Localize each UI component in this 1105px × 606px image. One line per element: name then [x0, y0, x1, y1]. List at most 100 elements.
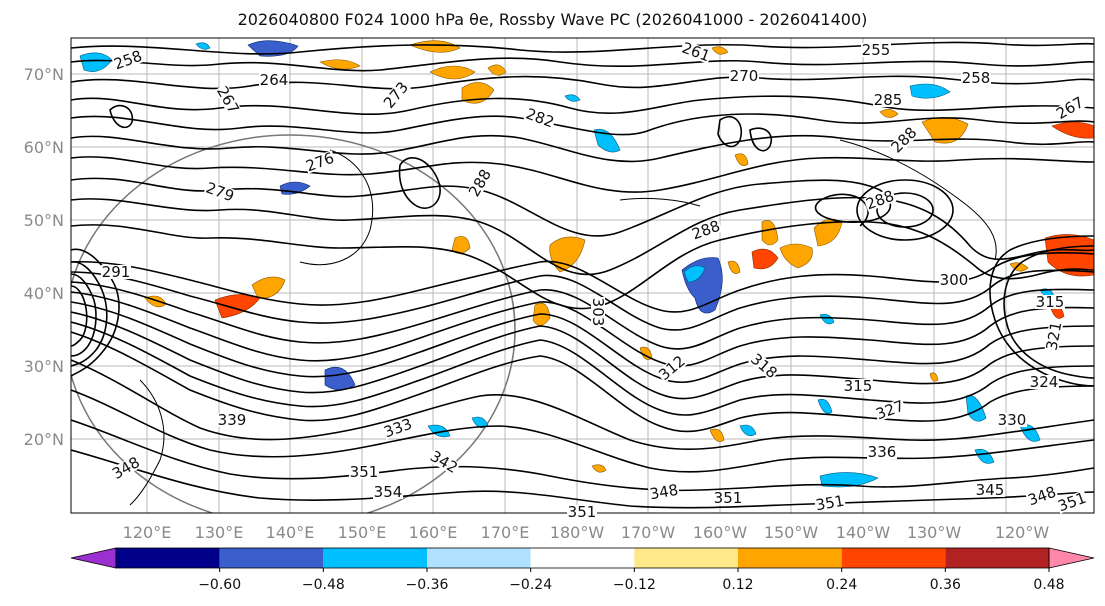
lon-label: 160°W [693, 523, 748, 542]
contour-label-bg [427, 448, 461, 476]
contour-label: 258 [962, 69, 991, 87]
colorbar-segment [738, 548, 842, 568]
lon-label: 150°W [764, 523, 819, 542]
lat-label: 40°N [24, 284, 64, 303]
contour-label-bg [689, 218, 723, 242]
colorbar-segment [219, 548, 324, 568]
lon-label: 180°W [550, 523, 605, 542]
lat-label: 50°N [24, 211, 64, 230]
contour-label: 351 [568, 503, 597, 521]
contour-label: 324 [1030, 373, 1059, 391]
contour-label-bg [656, 352, 688, 384]
negative-anomaly-patches [79, 40, 1055, 488]
contour-label-bg [523, 106, 557, 130]
contour-label-bg [109, 454, 143, 482]
latitude-labels: 70°N 60°N 50°N 40°N 30°N 20°N [24, 65, 64, 449]
contour-label: 351 [814, 492, 845, 515]
contour-label-bg [888, 124, 920, 156]
colorbar-tick-label: 0.36 [930, 577, 961, 593]
lat-label: 20°N [24, 430, 64, 449]
contour-label-bg [217, 413, 247, 427]
contour-label-bg [997, 413, 1027, 427]
contour-label-bg [567, 505, 597, 519]
colorbar-frame [115, 547, 1050, 569]
colorbar-tick-label: −0.12 [613, 577, 656, 593]
colorbar-segment [530, 548, 635, 568]
lon-label: 140°E [266, 523, 315, 542]
contour-label: 285 [874, 91, 903, 109]
contour-label: 315 [1036, 293, 1065, 311]
contour-label-bg [1055, 490, 1089, 514]
colorbar-tick-label: −0.60 [198, 577, 241, 593]
contour-label: 351 [350, 463, 379, 481]
contour-label: 291 [102, 263, 131, 281]
colorbar-tick-label: 0.24 [826, 577, 857, 593]
colorbar-segment [841, 548, 946, 568]
contour-label-bg [1025, 484, 1059, 508]
contour-label-bg [843, 379, 873, 393]
lon-label: 170°E [481, 523, 530, 542]
contour-label-bg [1035, 295, 1065, 309]
contour-label: 336 [868, 443, 897, 461]
colorbar-extend-low [70, 547, 117, 569]
contour-label: 321 [1043, 320, 1066, 351]
contour-label-bg [1053, 94, 1087, 122]
chart-title: 2026040800 F024 1000 hPa θe, Rossby Wave… [237, 10, 868, 29]
contour-label: 354 [374, 483, 403, 501]
contour-label: 303 [589, 298, 607, 327]
contour-label-bg [939, 273, 969, 287]
contour-label-bg [111, 48, 145, 72]
contour-label: 348 [648, 481, 679, 504]
positive-anomaly-patches [144, 40, 1094, 473]
contour-label-bg [380, 79, 412, 111]
contour-label-bg [814, 493, 846, 513]
contour-label-bg [975, 483, 1005, 497]
lon-label: 150°E [338, 523, 387, 542]
contour-label-bg [648, 482, 680, 502]
longitude-labels: 120°E 130°E 140°E 150°E 160°E 170°E 180°… [123, 523, 1050, 542]
lon-label: 130°E [195, 523, 244, 542]
contour-label-bg [873, 93, 903, 107]
contour-label-bg [873, 398, 907, 422]
colorbar-tick-label: 0.12 [722, 577, 753, 593]
colorbar-segment [116, 548, 220, 568]
lon-label: 120°W [995, 523, 1050, 542]
colorbar-segment [634, 548, 738, 568]
map-area [71, 38, 1094, 513]
lon-label: 160°E [409, 523, 458, 542]
contour-label-bg [101, 265, 131, 279]
lon-label: 140°W [836, 523, 891, 542]
contour-label: 270 [730, 67, 759, 85]
contour-label: 351 [714, 489, 743, 507]
colorbar-tick-label: −0.24 [509, 577, 552, 593]
contour-label-bg [863, 188, 897, 212]
contour-label-bg [713, 491, 743, 505]
contour-label: 330 [998, 411, 1027, 429]
contour-label-bg [679, 40, 713, 64]
contour-label-bg [203, 180, 237, 204]
contour-label-bg [214, 83, 242, 117]
contour-label-bg [729, 69, 759, 83]
colorbar-segment [945, 548, 1049, 568]
lon-label: 130°W [907, 523, 962, 542]
lon-label: 170°W [621, 523, 676, 542]
contour-label: 255 [862, 41, 891, 59]
contour-label: 315 [844, 377, 873, 395]
contour-label-bg [373, 485, 403, 499]
contour-label-bg [961, 71, 991, 85]
lat-label: 70°N [24, 65, 64, 84]
colorbar-tick-label: −0.48 [302, 577, 345, 593]
contour-label-bg [1029, 375, 1059, 389]
contour-label-bg [591, 297, 605, 327]
lon-label: 120°E [123, 523, 172, 542]
contour-label-bg [303, 150, 337, 174]
coastlines [129, 139, 997, 506]
contour-label-bg [861, 43, 891, 57]
colorbar-extend-high [1048, 547, 1095, 569]
contour-label-bg [466, 166, 494, 200]
colorbar: −0.60 −0.48 −0.36 −0.24 −0.12 0.12 0.24 0.36 0.4… [70, 547, 1095, 593]
contour-label-bg [867, 445, 897, 459]
lat-label: 60°N [24, 138, 64, 157]
contour-label: 264 [260, 71, 289, 89]
